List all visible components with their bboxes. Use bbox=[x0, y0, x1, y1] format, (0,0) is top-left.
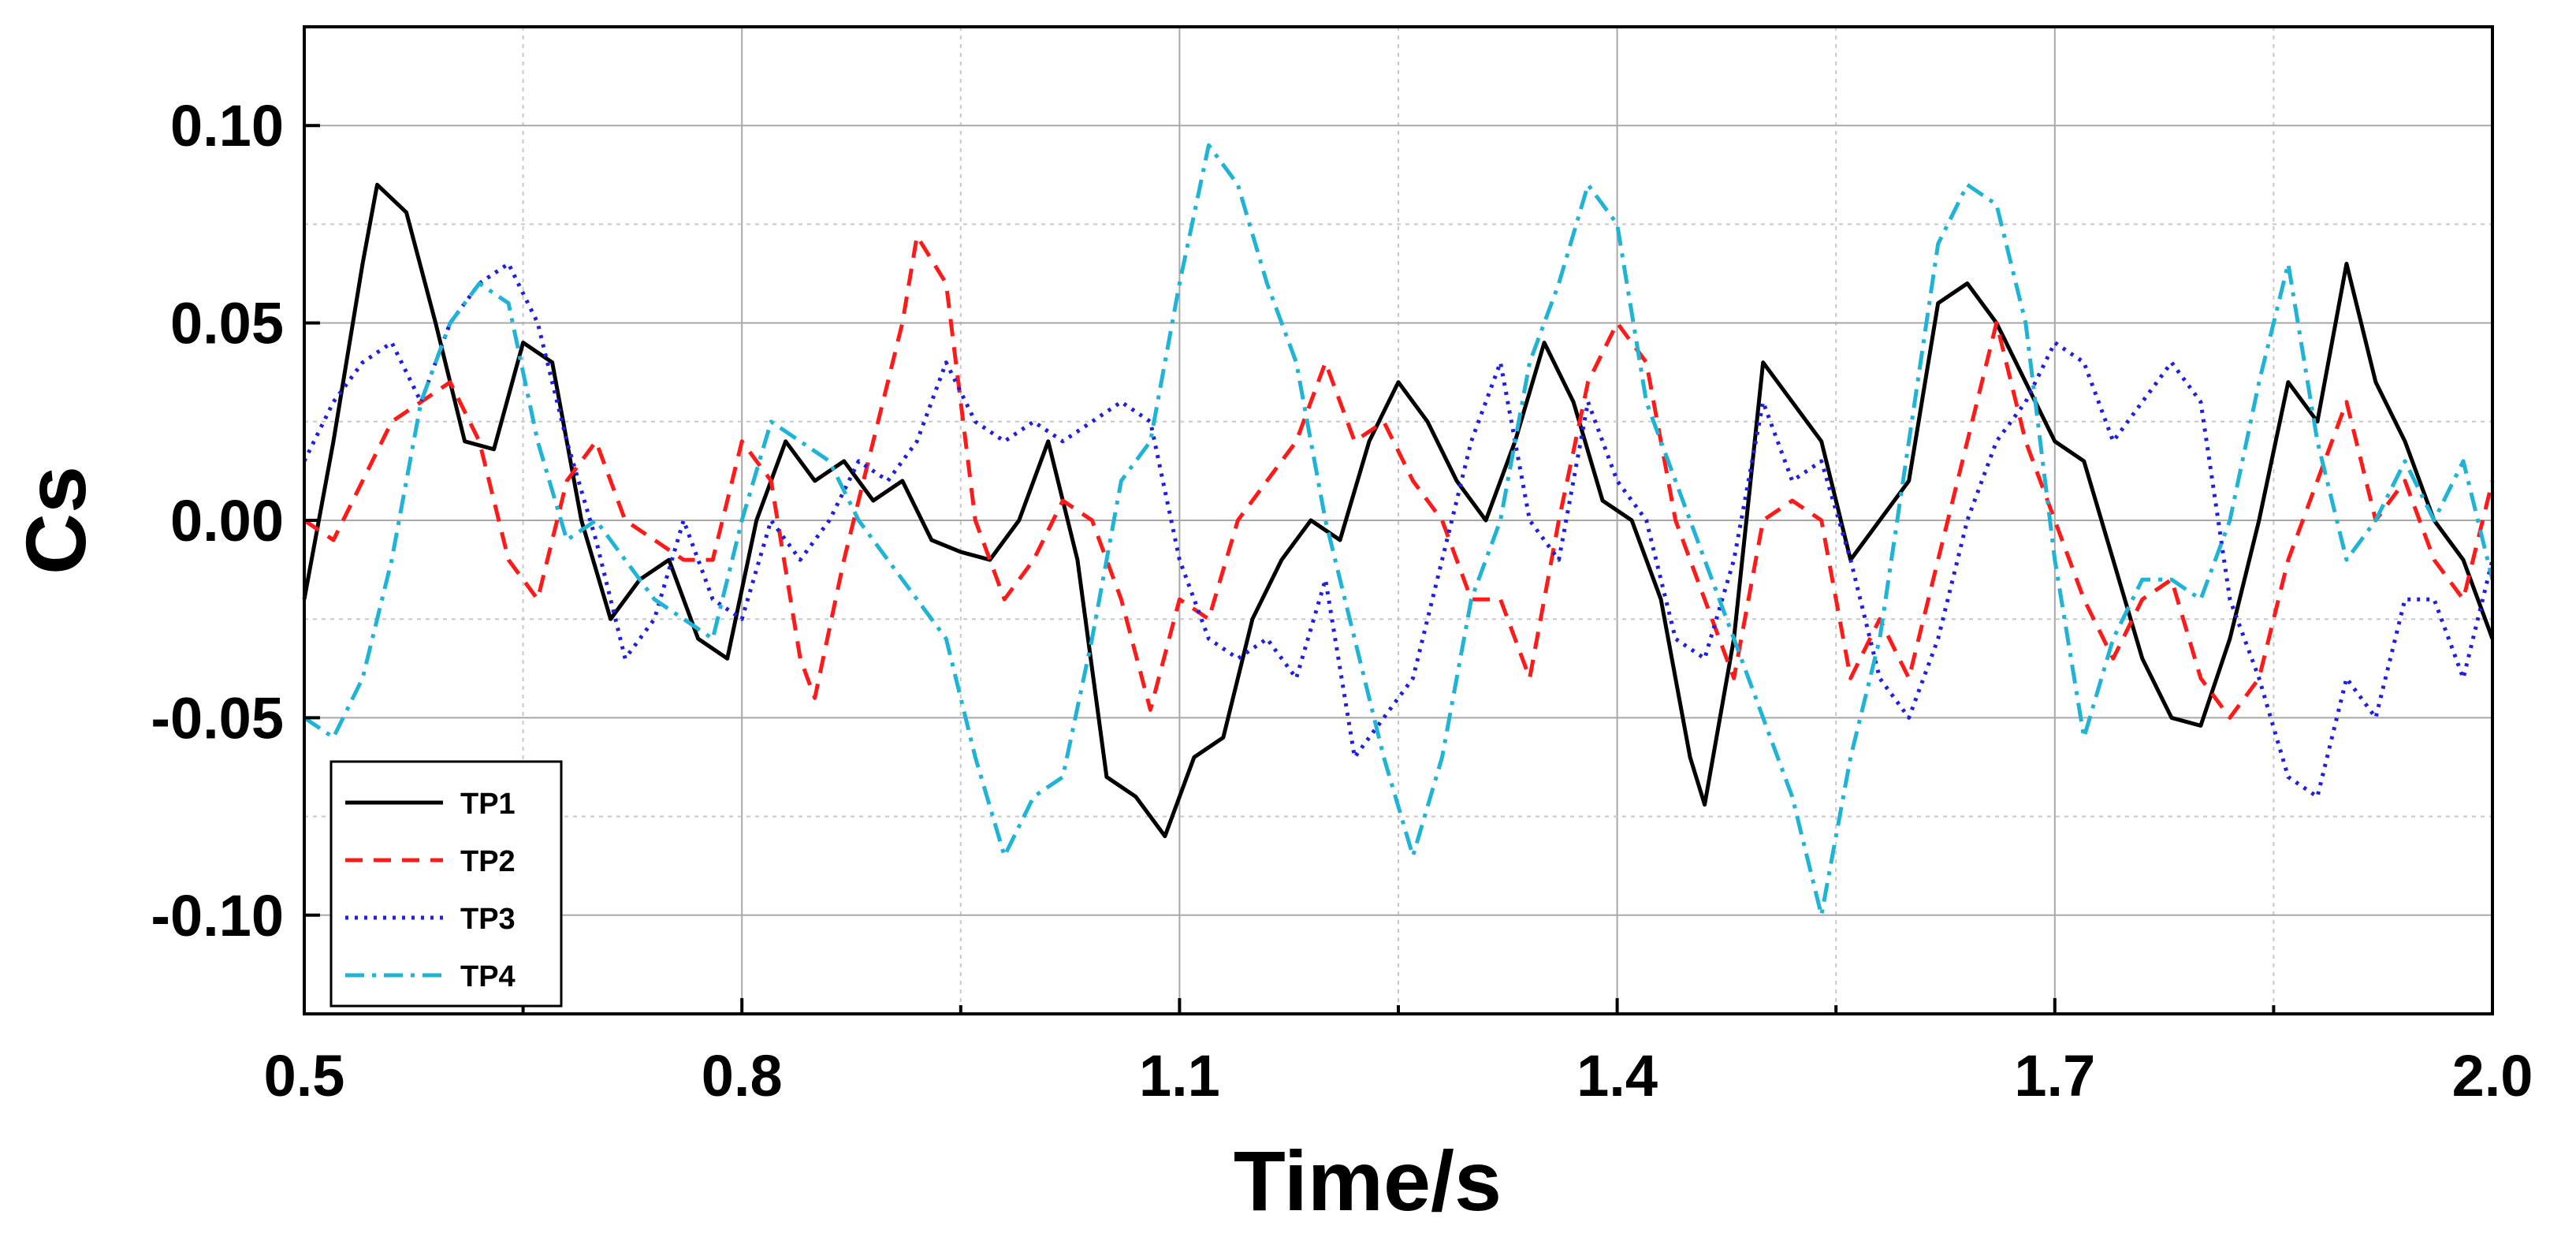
legend-label-tp4: TP4 bbox=[460, 960, 516, 993]
grid bbox=[304, 27, 2492, 1014]
y-tick-label: 0.05 bbox=[170, 291, 284, 356]
legend-label-tp3: TP3 bbox=[460, 903, 516, 936]
legend-label-tp2: TP2 bbox=[460, 845, 516, 878]
legend-box bbox=[329, 760, 563, 1008]
y-tick-label: -0.10 bbox=[151, 883, 284, 948]
y-axis-title: Cs bbox=[8, 466, 103, 575]
series-line-tp4 bbox=[303, 143, 2495, 918]
y-tick-label: -0.05 bbox=[151, 685, 284, 751]
x-tick-label: 1.4 bbox=[1576, 1043, 1658, 1108]
series-line-tp3 bbox=[302, 262, 2495, 799]
series-group bbox=[302, 143, 2495, 918]
x-tick-label: 0.8 bbox=[702, 1043, 783, 1108]
legend-label-tp1: TP1 bbox=[460, 788, 516, 821]
x-tick-label: 0.5 bbox=[264, 1043, 345, 1108]
y-tick-label: 0.00 bbox=[170, 488, 284, 553]
series-line-tp1 bbox=[302, 182, 2495, 839]
y-tick-label: 0.10 bbox=[170, 93, 284, 158]
x-tick-label: 2.0 bbox=[2452, 1043, 2533, 1108]
tick-labels: 0.5 0.8 1.1 1.4 1.7 2.0 -0.10 -0.05 0.00 0.05 0.10 bbox=[151, 93, 2533, 1108]
x-tick-label: 1.1 bbox=[1139, 1043, 1220, 1108]
x-axis-title: Time/s bbox=[1234, 1133, 1502, 1228]
x-tick-label: 1.7 bbox=[2014, 1043, 2095, 1108]
legend: TP1 TP2 TP3 TP4 bbox=[329, 760, 563, 1008]
axes bbox=[303, 25, 2494, 1015]
